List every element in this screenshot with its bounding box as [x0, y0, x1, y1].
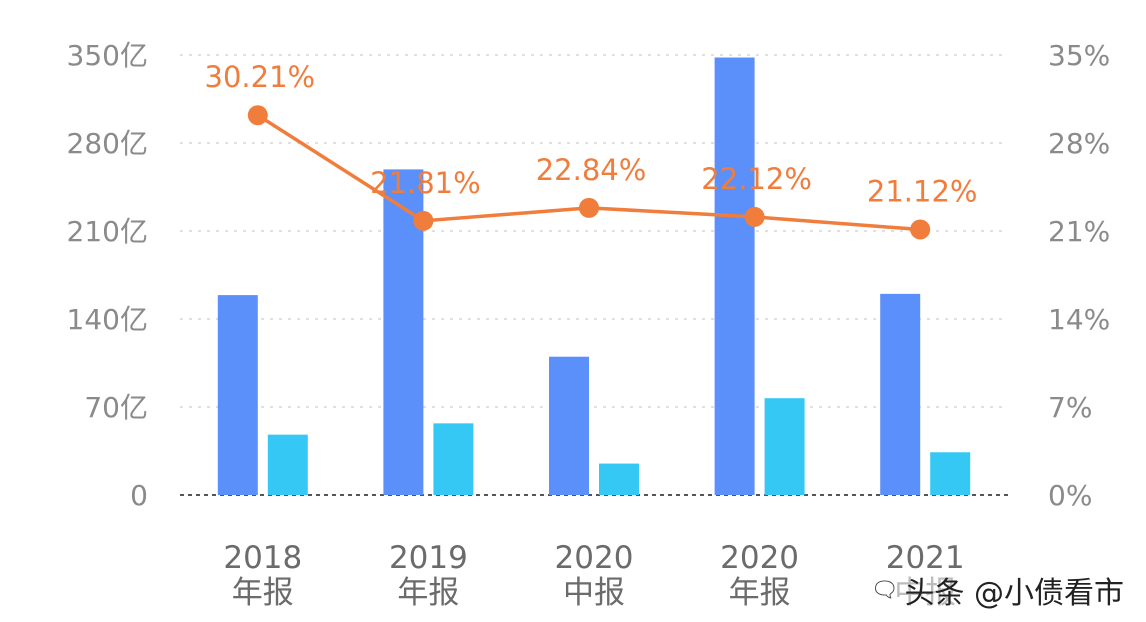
- category-label-type: 中报: [563, 575, 625, 611]
- ratio-line-layer: 30.21% 21.81% 22.84% 22.12% 21.12%: [205, 60, 978, 240]
- category-label-year: 2020: [720, 540, 799, 576]
- series-b-bar: [764, 398, 805, 495]
- right-tick-label: 28%: [1048, 127, 1110, 160]
- right-tick-label: 14%: [1048, 303, 1110, 336]
- category-label-year: 2020: [555, 540, 634, 576]
- left-tick-label: 0: [130, 479, 148, 512]
- right-axis: 0% 7% 14% 21% 28% 35%: [1048, 39, 1110, 512]
- bars-layer: [217, 57, 971, 496]
- ratio-data-label: 22.12%: [701, 162, 812, 196]
- ratio-point: [910, 219, 931, 240]
- left-axis: 0 70亿 140亿 210亿 280亿 350亿: [67, 39, 148, 512]
- series-a-bar: [880, 293, 921, 495]
- left-tick-label: 280亿: [67, 127, 148, 160]
- ratio-data-label: 21.81%: [370, 166, 481, 200]
- ratio-data-label: 22.84%: [536, 153, 647, 187]
- series-b-bar: [599, 463, 639, 495]
- series-b-bar: [930, 452, 971, 495]
- category-label-type: 年报: [232, 575, 294, 611]
- series-a-bar: [714, 57, 755, 496]
- category-label-type: 年报: [729, 575, 791, 611]
- ratio-point: [744, 206, 765, 227]
- series-a-bar: [549, 356, 589, 495]
- right-tick-label: 0%: [1048, 479, 1092, 512]
- left-tick-label: 350亿: [67, 39, 148, 72]
- right-tick-label: 21%: [1048, 215, 1110, 248]
- ratio-point: [579, 197, 599, 218]
- ratio-data-label: 21.12%: [867, 174, 978, 208]
- ratio-data-label: 30.21%: [205, 60, 316, 94]
- watermark: 🗨 头条 @小债看市: [866, 568, 1128, 612]
- chat-bubble-icon: 🗨: [870, 577, 899, 603]
- category-axis: 2018年报2019年报2020中报2020年报2021中报: [223, 540, 964, 611]
- grid-layer: [180, 54, 1008, 496]
- left-tick-label: 70亿: [84, 391, 148, 424]
- right-tick-label: 7%: [1048, 391, 1092, 424]
- left-tick-label: 140亿: [67, 303, 148, 336]
- category-label-year: 2018: [223, 540, 302, 576]
- series-b-bar: [433, 423, 474, 495]
- category-label-year: 2019: [389, 540, 468, 576]
- left-tick-label: 210亿: [67, 215, 148, 248]
- ratio-point: [413, 210, 434, 231]
- watermark-text: 头条 @小债看市: [904, 576, 1124, 611]
- right-tick-label: 35%: [1048, 39, 1110, 72]
- series-b-bar: [267, 434, 308, 495]
- ratio-point: [247, 105, 268, 126]
- series-a-bar: [217, 295, 258, 495]
- category-label-type: 年报: [397, 575, 459, 611]
